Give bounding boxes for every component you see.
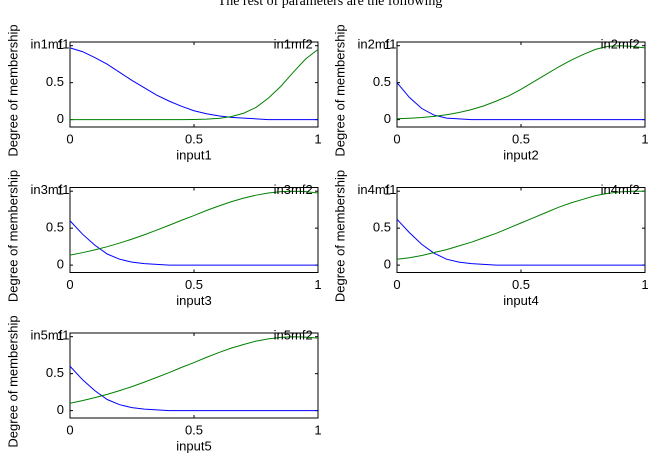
y-tick-label: 0 bbox=[57, 402, 64, 417]
x-axis-label: input5 bbox=[176, 438, 211, 453]
axes-box bbox=[69, 41, 319, 128]
caption: The rest of parameters are the following bbox=[218, 0, 443, 9]
axes-box bbox=[396, 41, 646, 128]
mf-label: in4mf1 bbox=[357, 182, 396, 197]
y-tick-label: 1 bbox=[57, 37, 64, 52]
y-tick-label: 1 bbox=[57, 183, 64, 198]
y-tick-label: 0.5 bbox=[46, 220, 64, 235]
axes-box bbox=[396, 187, 646, 273]
x-tick-label: 1 bbox=[314, 131, 321, 146]
x-tick-label: 0.5 bbox=[185, 277, 203, 292]
mf-label: in3mf1 bbox=[30, 182, 69, 197]
y-axis-label: Degree of membership bbox=[5, 315, 20, 447]
y-axis-label: Degree of membership bbox=[5, 170, 20, 302]
x-axis-label: input3 bbox=[176, 293, 211, 308]
y-tick-label: 0 bbox=[57, 111, 64, 126]
x-tick-label: 0 bbox=[393, 131, 400, 146]
mf-label: in4mf2 bbox=[601, 182, 640, 197]
y-tick-label: 0.5 bbox=[373, 74, 391, 89]
x-axis-label: input2 bbox=[503, 147, 538, 162]
mf-label: in2mf2 bbox=[601, 36, 640, 51]
mf-label: in3mf2 bbox=[274, 182, 313, 197]
y-tick-label: 0.5 bbox=[46, 74, 64, 89]
x-tick-label: 0 bbox=[66, 131, 73, 146]
y-tick-label: 1 bbox=[384, 37, 391, 52]
x-tick-label: 1 bbox=[314, 277, 321, 292]
x-axis-label: input1 bbox=[176, 147, 211, 162]
y-tick-label: 0.5 bbox=[373, 220, 391, 235]
x-tick-label: 0 bbox=[66, 422, 73, 437]
x-tick-label: 0.5 bbox=[512, 277, 530, 292]
mf-line bbox=[396, 45, 646, 120]
mf-label: in1mf1 bbox=[30, 36, 69, 51]
mf-line bbox=[70, 48, 319, 121]
mf-line bbox=[69, 220, 318, 266]
x-tick-label: 1 bbox=[314, 422, 321, 437]
x-tick-label: 0.5 bbox=[185, 131, 203, 146]
x-tick-label: 1 bbox=[641, 277, 648, 292]
y-tick-label: 0.5 bbox=[46, 365, 64, 380]
y-tick-label: 0 bbox=[384, 257, 391, 272]
y-axis-label: Degree of membership bbox=[5, 24, 20, 156]
y-axis-label: Degree of membership bbox=[332, 24, 347, 156]
x-tick-label: 0 bbox=[66, 277, 73, 292]
mf-label: in2mf1 bbox=[357, 36, 396, 51]
y-tick-label: 1 bbox=[384, 183, 391, 198]
mf-line bbox=[396, 190, 645, 260]
x-axis-label: input4 bbox=[503, 293, 538, 308]
x-tick-label: 0.5 bbox=[185, 422, 203, 437]
mf-label: in5mf2 bbox=[274, 327, 313, 342]
mf-line bbox=[69, 190, 319, 256]
axes-box bbox=[69, 332, 319, 419]
y-tick-label: 0 bbox=[57, 257, 64, 272]
y-axis-label: Degree of membership bbox=[332, 170, 347, 302]
mf-line bbox=[396, 218, 645, 266]
y-tick-label: 1 bbox=[57, 328, 64, 343]
mf-label: in1mf2 bbox=[274, 36, 313, 51]
y-tick-label: 0 bbox=[384, 111, 391, 126]
x-tick-label: 0 bbox=[393, 277, 400, 292]
x-tick-label: 0.5 bbox=[512, 131, 530, 146]
axes-box bbox=[69, 187, 319, 273]
mf-line bbox=[69, 365, 318, 412]
mf-line bbox=[69, 47, 318, 121]
mf-line bbox=[69, 336, 319, 404]
mf-label: in5mf1 bbox=[30, 327, 69, 342]
x-tick-label: 1 bbox=[641, 131, 648, 146]
